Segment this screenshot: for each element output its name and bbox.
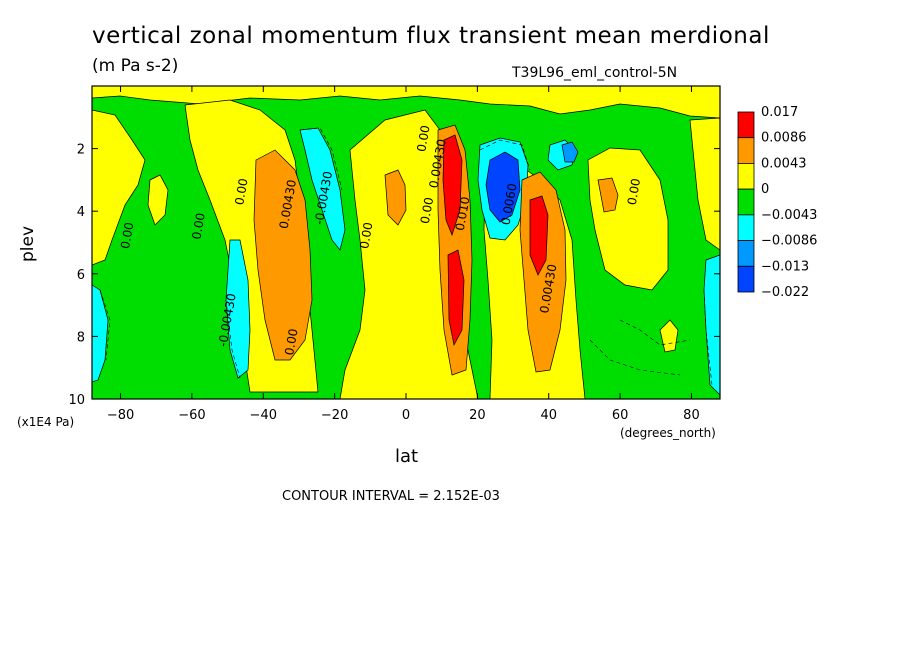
legend-label-5: −0.0086 [761, 234, 817, 249]
x-axis-label: lat [395, 446, 419, 467]
red-tropic-upper [442, 134, 463, 237]
legend-label-6: −0.013 [761, 259, 809, 274]
negative-contour-6 [589, 339, 681, 376]
contour-label-7: 0.00 [357, 221, 375, 250]
x-tick-label-4: 0 [402, 408, 410, 423]
contour-label-2: 0.00 [232, 177, 250, 206]
x-axis-units: (degrees_north) [620, 426, 716, 440]
x-tick-label-5: 20 [469, 408, 486, 423]
y-tick-label-2: 6 [77, 268, 85, 283]
legend-label-4: −0.0043 [761, 208, 817, 223]
legend-swatch-3 [737, 188, 755, 216]
legend-label-3: 0 [761, 182, 769, 197]
x-tick-label-6: 40 [540, 408, 557, 423]
negative-contour-0 [299, 127, 343, 191]
y-axis-units: (x1E4 Pa) [17, 415, 75, 429]
contour-label-1: 0.00 [189, 212, 207, 241]
y-tick-label-3: 8 [77, 330, 85, 345]
legend-label-1: 0.0086 [761, 131, 807, 146]
yellow-band-top [92, 86, 720, 119]
legend-label-7: −0.022 [761, 285, 809, 300]
y-tick-label-0: 2 [77, 143, 85, 158]
yellow-dot-west [147, 174, 169, 226]
negative-contour-3 [479, 139, 531, 171]
contour-label-11: 0.010 [453, 196, 473, 232]
contour-field [92, 86, 720, 399]
x-tick-label-8: 80 [683, 408, 700, 423]
orange-eq-a [384, 169, 407, 226]
red-north [529, 195, 549, 276]
legend-swatch-1 [737, 137, 755, 164]
contour-label-8: 0.00 [414, 124, 432, 153]
cyan-upper-left [299, 127, 346, 251]
legend-swatch-6 [737, 265, 755, 293]
legend-swatch-2 [737, 163, 755, 190]
x-tick-label-7: 60 [612, 408, 629, 423]
legend-swatch-5 [737, 240, 755, 267]
x-tick-label-3: −20 [321, 408, 348, 423]
blue-core [485, 151, 521, 223]
legend-swatch-4 [737, 214, 755, 241]
x-tick-label-2: −40 [250, 408, 277, 423]
legend-label-0: 0.017 [761, 105, 798, 120]
chart-title: vertical zonal momentum flux transient m… [92, 23, 770, 49]
legend-label-2: 0.0043 [761, 156, 807, 171]
x-tick-label-0: −80 [107, 408, 134, 423]
yellow-left-lobe [92, 109, 146, 266]
y-tick-label-1: 4 [77, 205, 85, 220]
contour-label-14: 0.00 [625, 177, 643, 206]
chart-units: (m Pa s-2) [92, 56, 179, 76]
y-axis-label: plev [18, 225, 38, 262]
contour-label-0: 0.00 [118, 221, 136, 250]
x-axis: −80 −60 −40 −20 0 20 40 60 80 [107, 86, 700, 423]
negative-contour-2 [225, 299, 241, 379]
cyan-south-west [225, 239, 251, 379]
colorbar-legend: 0.017 0.0086 0.0043 0 −0.0043 −0.0086 −0.013 −0… [737, 105, 817, 300]
dataset-label: T39L96_eml_control-5N [512, 65, 678, 81]
contour-interval: CONTOUR INTERVAL = 2.152E-03 [282, 489, 500, 504]
blue-south [561, 141, 579, 163]
y-tick-label-4: 10 [68, 393, 85, 408]
contour-label-10: 0.00 [418, 196, 436, 225]
x-tick-label-1: −60 [178, 408, 205, 423]
contour-label-6: 0.00 [282, 328, 300, 357]
orange-south [253, 149, 313, 361]
y-axis: 2 4 6 8 10 [68, 143, 720, 408]
yellow-right-edge [689, 117, 720, 251]
negative-contour-1 [99, 289, 111, 361]
orange-right [597, 177, 619, 213]
red-tropic-lower [447, 249, 465, 347]
legend-swatch-0 [737, 111, 755, 139]
